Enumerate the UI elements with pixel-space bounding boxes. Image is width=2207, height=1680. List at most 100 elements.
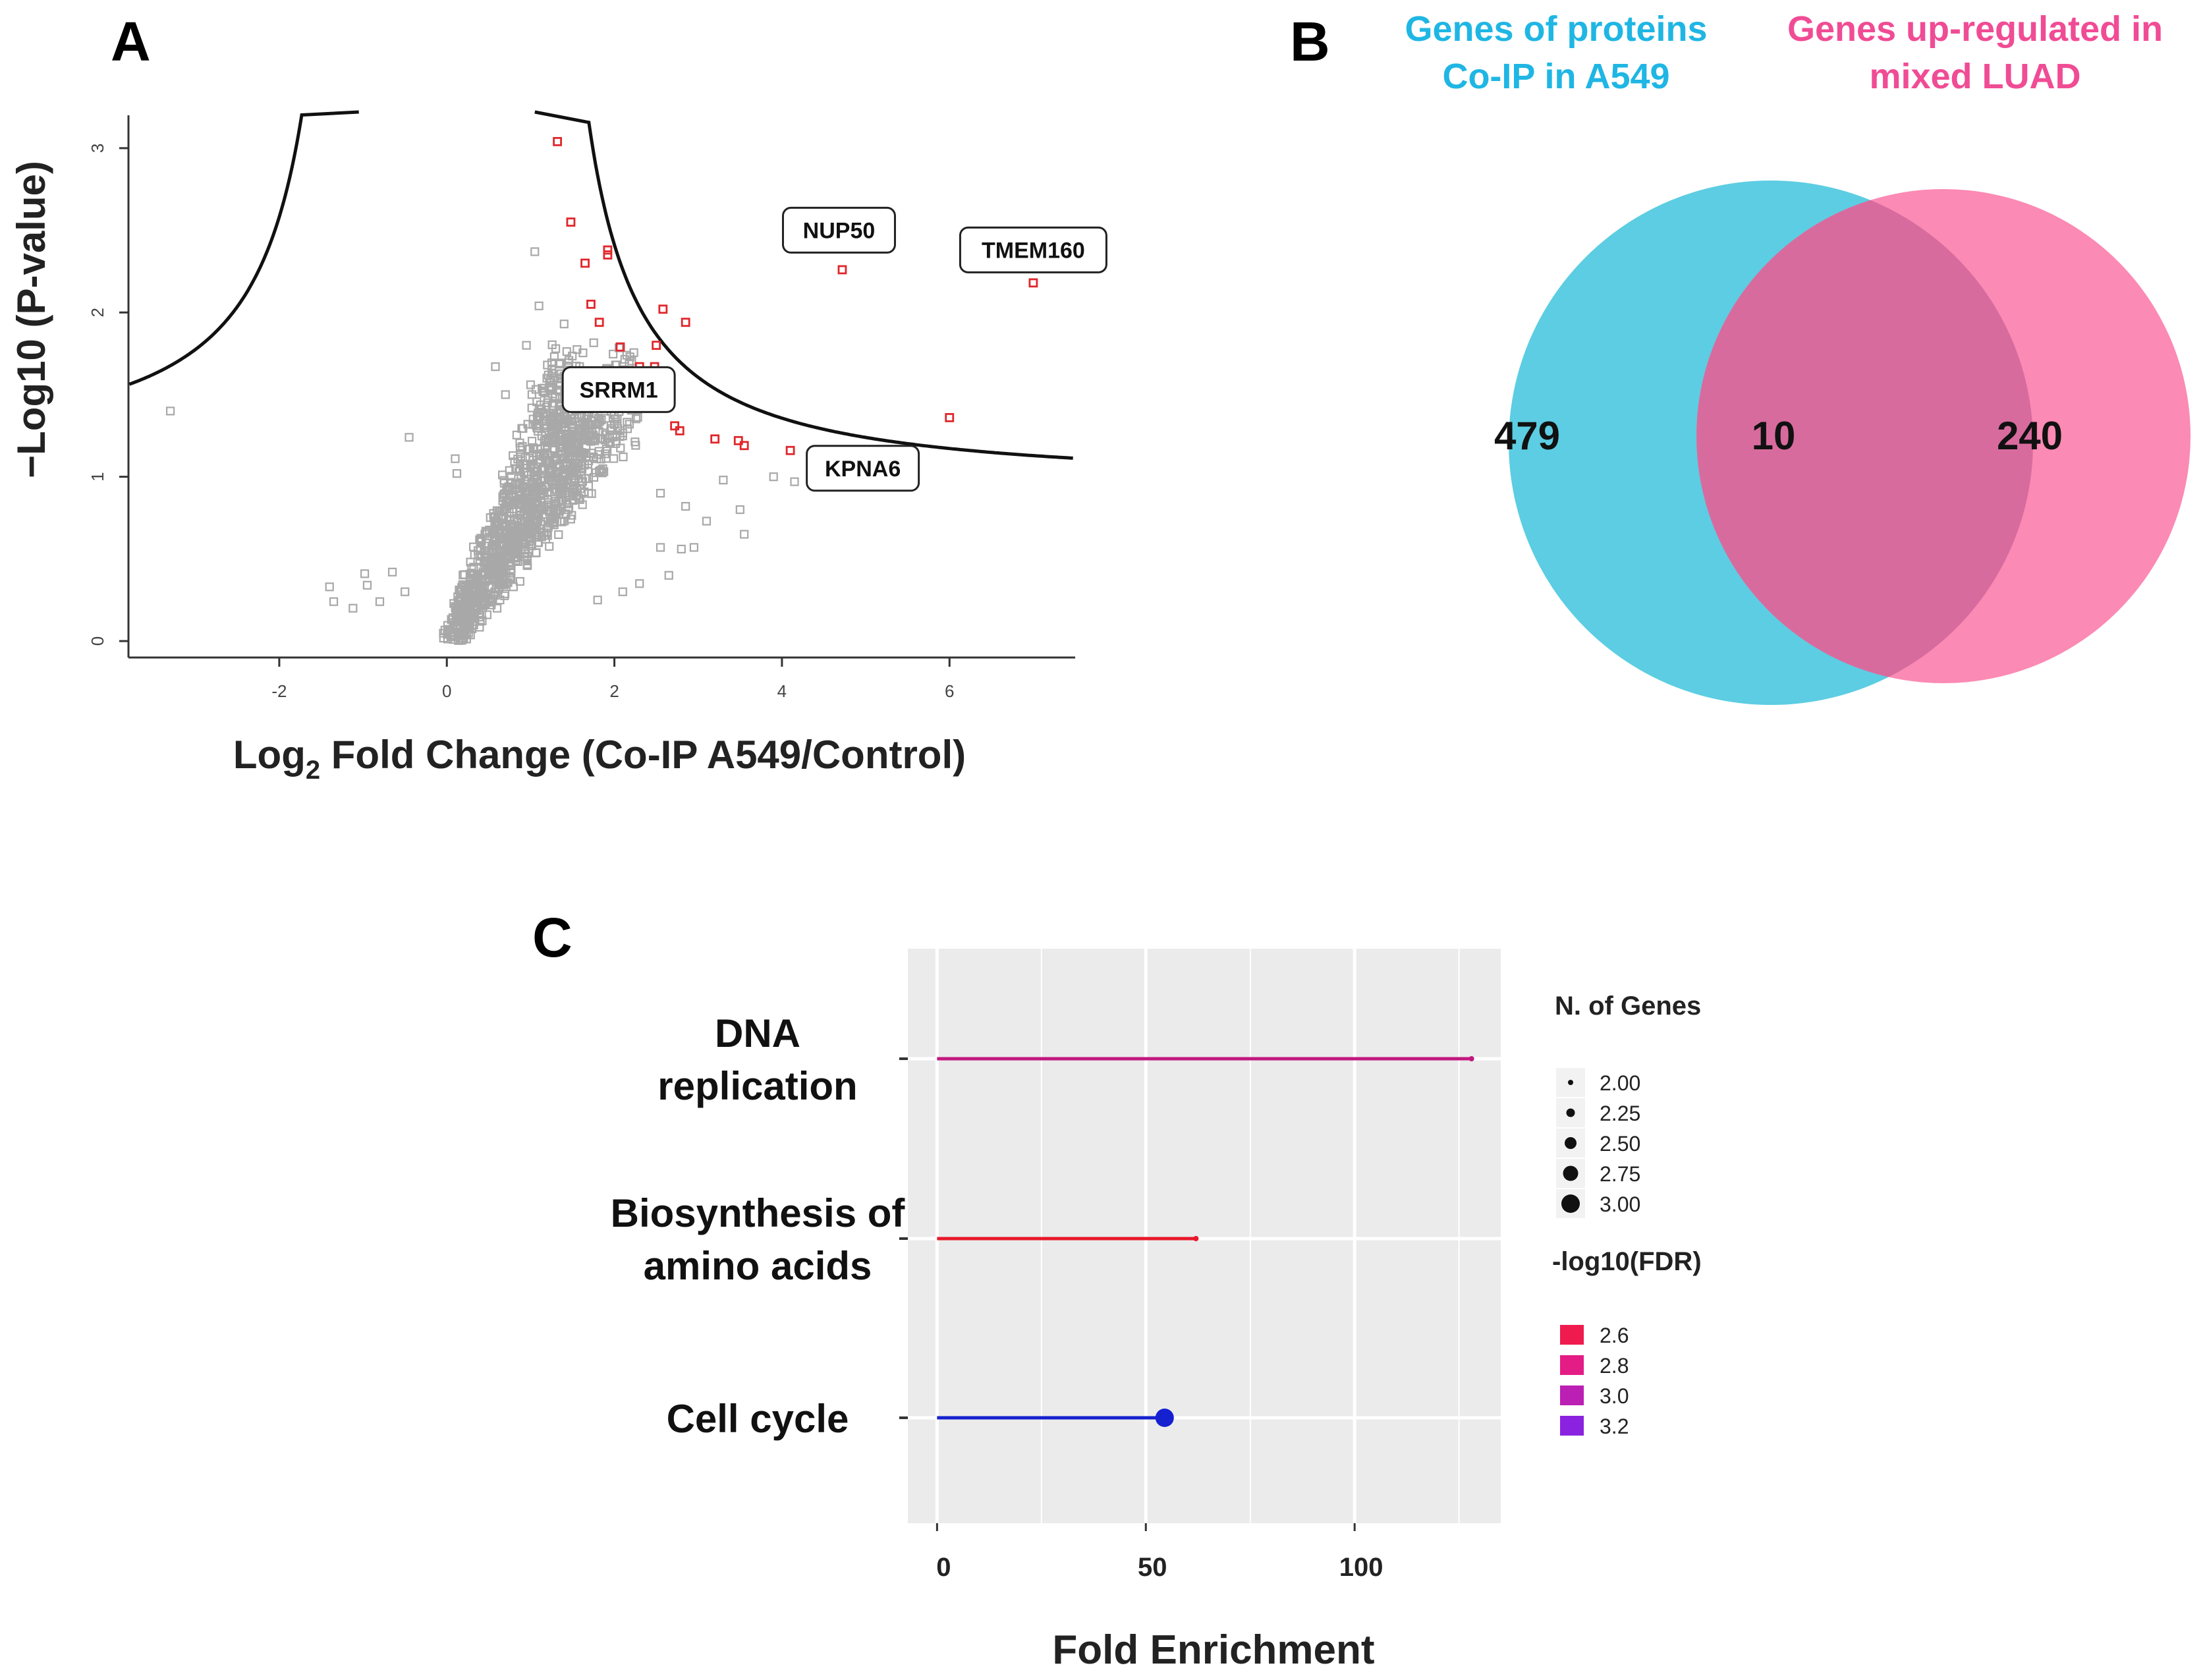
volcano-background-point xyxy=(613,419,622,428)
volcano-background-point xyxy=(542,403,551,412)
volcano-background-point xyxy=(484,583,493,592)
volcano-significant-point xyxy=(580,258,590,268)
volcano-background-point xyxy=(589,453,599,462)
volcano-x-axis-title: Log2 Fold Change (Co-IP A549/Control) xyxy=(233,733,966,785)
volcano-x-axis-title-main: Log xyxy=(233,733,306,777)
volcano-background-point xyxy=(375,597,385,606)
volcano-x-tick-label: 4 xyxy=(777,681,787,701)
volcano-significant-point xyxy=(652,341,661,350)
volcano-background-point xyxy=(656,489,665,498)
volcano-background-point xyxy=(540,466,549,475)
volcano-background-point xyxy=(573,452,582,461)
volcano-background-point xyxy=(516,511,525,520)
volcano-background-point xyxy=(455,587,465,596)
volcano-background-point xyxy=(531,528,540,537)
volcano-background-point xyxy=(466,557,475,567)
volcano-background-point xyxy=(536,476,545,486)
volcano-background-point xyxy=(474,586,484,596)
volcano-background-point xyxy=(521,549,530,559)
volcano-background-point xyxy=(522,341,531,350)
volcano-background-point xyxy=(573,345,582,354)
legend-color-key-label: 2.6 xyxy=(1600,1324,1629,1347)
volcano-background-point xyxy=(502,489,511,498)
volcano-background-point xyxy=(549,416,558,426)
volcano-background-point xyxy=(500,579,509,588)
volcano-background-point xyxy=(491,362,500,372)
volcano-background-point xyxy=(489,541,499,551)
volcano-background-point xyxy=(545,542,554,551)
volcano-threshold-curves xyxy=(128,110,1073,460)
volcano-background-point xyxy=(595,427,604,436)
volcano-background-point xyxy=(589,472,599,482)
volcano-background-point xyxy=(513,540,522,549)
volcano-background-point xyxy=(553,505,562,515)
volcano-background-point xyxy=(459,623,468,632)
volcano-ticks: -2 0 2 4 6 0 1 2 3 xyxy=(88,144,954,701)
volcano-background-point xyxy=(540,530,549,540)
volcano-background-point xyxy=(534,419,544,428)
volcano-significant-point xyxy=(739,441,749,451)
legend-size-key-dot xyxy=(1568,1080,1573,1085)
volcano-background-point xyxy=(520,493,529,503)
venn-overlap-count: 10 xyxy=(1752,414,1796,458)
volcano-background-point xyxy=(598,464,607,474)
volcano-background-point xyxy=(511,553,520,563)
volcano-background-point xyxy=(618,428,627,437)
volcano-x-tick-label: 2 xyxy=(609,681,619,701)
volcano-background-point xyxy=(550,414,559,424)
lollipop-point xyxy=(1468,1056,1474,1061)
volcano-background-point xyxy=(549,520,559,530)
volcano-background-point xyxy=(497,515,507,524)
volcano-background-point xyxy=(559,460,568,469)
volcano-background-point xyxy=(587,489,596,498)
volcano-background-point xyxy=(521,540,530,549)
lollipop-x-tick-label: 100 xyxy=(1339,1553,1383,1582)
volcano-background-point xyxy=(466,596,476,605)
volcano-background-point xyxy=(564,505,573,515)
volcano-significant-point xyxy=(710,434,720,444)
volcano-background-point xyxy=(601,414,611,423)
volcano-background-point xyxy=(555,475,565,485)
panel-letter-b: B xyxy=(1290,11,1330,72)
volcano-significant-point xyxy=(658,304,668,314)
volcano-background-point xyxy=(452,469,462,478)
volcano-background-point xyxy=(516,522,525,532)
volcano-background-point xyxy=(493,585,503,594)
volcano-gene-labels: NUP50 TMEM160 SRRM1 KPNA6 xyxy=(561,206,1107,492)
legend-color-title: -log10(FDR) xyxy=(1552,1247,1702,1276)
lollipop-chart-panel: C DNA replication Biosynthesis of amino aci… xyxy=(532,907,1702,1673)
volcano-background-point xyxy=(513,479,522,488)
volcano-background-point xyxy=(561,458,571,467)
volcano-background-point xyxy=(547,425,556,434)
volcano-background-point xyxy=(603,446,612,456)
lollipop-category-label: Cell cycle xyxy=(667,1397,849,1441)
volcano-y-tick-label: 0 xyxy=(88,636,107,646)
volcano-gene-label: SRRM1 xyxy=(580,378,658,403)
volcano-background-point xyxy=(561,415,570,424)
volcano-significant-point xyxy=(785,445,795,455)
volcano-background-point xyxy=(503,484,513,493)
volcano-background-point xyxy=(543,487,552,497)
volcano-background-point xyxy=(515,438,524,447)
volcano-background-point xyxy=(513,455,522,464)
venn-set1-title-line1: Genes of proteins xyxy=(1405,9,1707,49)
volcano-background-point xyxy=(518,484,528,493)
volcano-background-point xyxy=(529,483,538,492)
volcano-significant-point xyxy=(670,421,680,431)
volcano-background-point xyxy=(544,370,553,379)
volcano-background-point xyxy=(526,380,536,389)
volcano-gene-label-box xyxy=(781,206,896,254)
legend-color-key-label: 3.2 xyxy=(1600,1414,1629,1438)
legend-color-key-swatch xyxy=(1560,1416,1584,1436)
volcano-background-point xyxy=(534,301,544,310)
lollipop-x-tick-label: 50 xyxy=(1138,1553,1167,1582)
legend-size-title: N. of Genes xyxy=(1555,992,1701,1021)
volcano-background-point xyxy=(584,428,594,437)
venn-diagram-panel: B Genes of proteins Co-IP in A549 Genes … xyxy=(1290,9,2191,705)
volcano-background-point xyxy=(551,344,561,353)
volcano-background-point xyxy=(405,433,414,442)
volcano-background-point xyxy=(499,548,509,557)
volcano-background-point xyxy=(633,412,642,422)
volcano-background-point xyxy=(576,484,585,493)
volcano-background-point xyxy=(618,587,627,596)
